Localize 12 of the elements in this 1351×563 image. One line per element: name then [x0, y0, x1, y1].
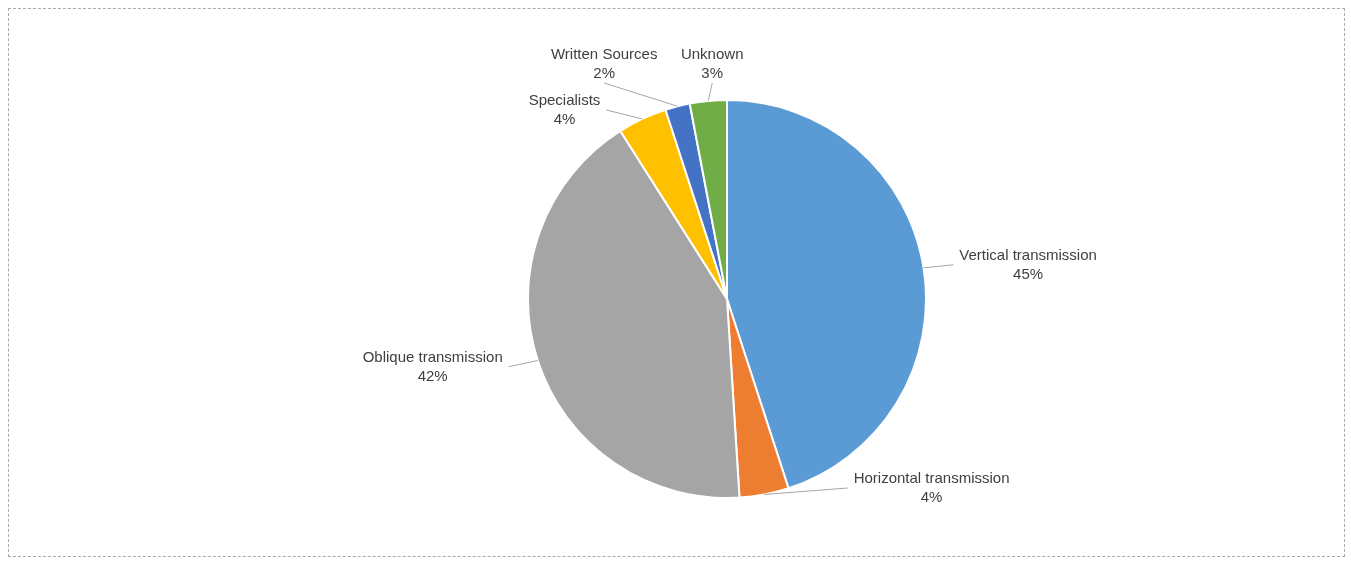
data-label: 2% — [593, 64, 616, 82]
data-label: 42% — [417, 366, 448, 384]
slice-label: Vertical transmission — [959, 245, 1097, 263]
slice-label: Unknown — [680, 45, 744, 63]
data-label: 4% — [553, 110, 576, 128]
data-label: 45% — [1013, 264, 1044, 282]
data-label: 4% — [920, 488, 943, 506]
slice-label: Written Sources — [550, 45, 658, 63]
slice-label: Specialists — [528, 91, 601, 109]
slice-label: Oblique transmission — [362, 347, 503, 365]
data-label: 3% — [701, 64, 724, 82]
slice-label: Horizontal transmission — [853, 469, 1010, 487]
